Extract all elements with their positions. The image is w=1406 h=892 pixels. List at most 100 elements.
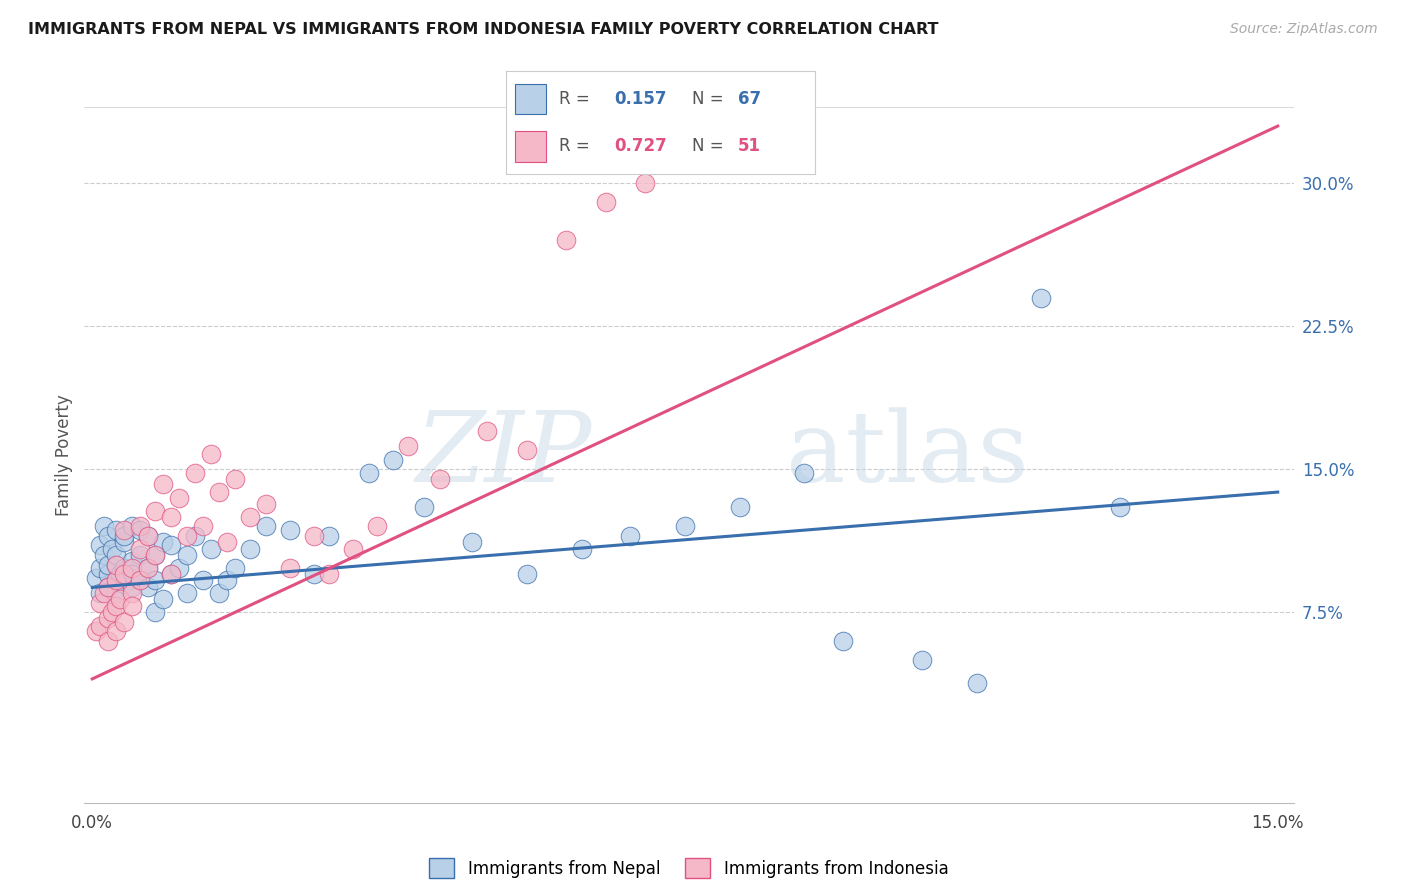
Point	[97, 633, 120, 648]
Point	[89, 539, 111, 553]
Text: 0.157: 0.157	[614, 90, 666, 108]
Text: atlas: atlas	[786, 407, 1028, 503]
Point	[160, 509, 183, 524]
Point	[128, 573, 150, 587]
Point	[254, 496, 277, 510]
Point	[516, 443, 538, 458]
Point	[112, 529, 135, 543]
Point	[191, 519, 214, 533]
Point	[121, 581, 143, 595]
Point	[84, 624, 107, 639]
Point	[184, 466, 207, 480]
Point	[152, 591, 174, 606]
Text: N =: N =	[692, 137, 728, 155]
Point	[176, 529, 198, 543]
Text: R =: R =	[558, 137, 595, 155]
Point	[104, 548, 127, 562]
Text: R =: R =	[558, 90, 595, 108]
Point	[200, 447, 222, 461]
Point	[167, 561, 190, 575]
Point	[357, 466, 380, 480]
Point	[97, 558, 120, 572]
Point	[89, 618, 111, 632]
Point	[318, 567, 340, 582]
Point	[101, 605, 124, 619]
Point	[477, 424, 499, 438]
Point	[121, 567, 143, 582]
Point	[97, 611, 120, 625]
Point	[208, 485, 231, 500]
Point	[254, 519, 277, 533]
Point	[145, 504, 167, 518]
Point	[136, 529, 159, 543]
Point	[121, 561, 143, 575]
Point	[136, 561, 159, 575]
Point	[191, 573, 214, 587]
Point	[460, 534, 482, 549]
Point	[121, 599, 143, 614]
Point	[136, 561, 159, 575]
Point	[101, 542, 124, 557]
Point	[911, 653, 934, 667]
Point	[112, 576, 135, 591]
Point	[121, 554, 143, 568]
Point	[128, 542, 150, 557]
Point	[104, 586, 127, 600]
Point	[112, 615, 135, 629]
Point	[832, 633, 855, 648]
Point	[634, 176, 657, 190]
Point	[571, 542, 593, 557]
Point	[97, 581, 120, 595]
Point	[200, 542, 222, 557]
Point	[167, 491, 190, 505]
Point	[112, 523, 135, 537]
Point	[1029, 291, 1052, 305]
Point	[278, 561, 301, 575]
Point	[413, 500, 436, 515]
Point	[239, 509, 262, 524]
Point	[104, 523, 127, 537]
Point	[128, 573, 150, 587]
Point	[239, 542, 262, 557]
Point	[619, 529, 641, 543]
Point	[555, 234, 578, 248]
Point	[302, 567, 325, 582]
Point	[97, 567, 120, 582]
Point	[89, 586, 111, 600]
Point	[93, 586, 115, 600]
Text: ZIP: ZIP	[416, 408, 592, 502]
Point	[595, 195, 617, 210]
Point	[184, 529, 207, 543]
Point	[128, 548, 150, 562]
Point	[128, 519, 150, 533]
Legend: Immigrants from Nepal, Immigrants from Indonesia: Immigrants from Nepal, Immigrants from I…	[423, 851, 955, 885]
Point	[176, 586, 198, 600]
Point	[104, 599, 127, 614]
Text: 67: 67	[738, 90, 761, 108]
Point	[145, 605, 167, 619]
Point	[97, 581, 120, 595]
Point	[136, 529, 159, 543]
Point	[730, 500, 752, 515]
Point	[278, 523, 301, 537]
Point	[215, 573, 238, 587]
Point	[104, 558, 127, 572]
Point	[224, 472, 246, 486]
Text: N =: N =	[692, 90, 728, 108]
FancyBboxPatch shape	[516, 84, 547, 114]
Point	[128, 523, 150, 537]
Point	[673, 519, 696, 533]
Point	[302, 529, 325, 543]
FancyBboxPatch shape	[516, 131, 547, 161]
Text: 51: 51	[738, 137, 761, 155]
Point	[112, 561, 135, 575]
Point	[966, 675, 988, 690]
Point	[224, 561, 246, 575]
Point	[160, 567, 183, 582]
Point	[342, 542, 364, 557]
Point	[396, 439, 419, 453]
Point	[215, 534, 238, 549]
Point	[516, 567, 538, 582]
Text: 0.727: 0.727	[614, 137, 668, 155]
Point	[1108, 500, 1130, 515]
